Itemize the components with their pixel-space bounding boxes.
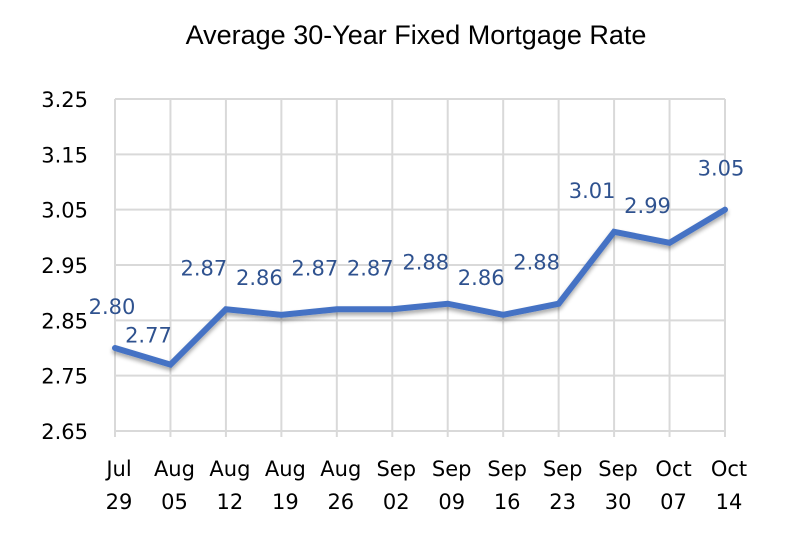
x-tick-label: 26: [327, 490, 354, 514]
data-label: 3.05: [698, 157, 745, 181]
data-label: 3.01: [569, 179, 616, 203]
data-label: 2.88: [402, 251, 449, 275]
data-label: 2.88: [513, 251, 560, 275]
data-label: 2.86: [458, 266, 505, 290]
x-tick-label: 12: [217, 490, 244, 514]
x-tick-label: 14: [716, 490, 743, 514]
data-labels: 2.80 2.77 2.87 2.86 2.87 2.87 2.88 2.86 2.88 3.01…: [89, 157, 745, 348]
x-tick-label: Sep: [376, 457, 416, 481]
x-tick-label: 05: [161, 490, 188, 514]
x-axis: Jul 29 Aug 05 Aug 12 Aug 19 Aug 26 Sep 02 Sep 09 Sep 16…: [104, 457, 747, 514]
y-tick-label: 2.65: [41, 420, 88, 444]
data-label: 2.86: [236, 266, 283, 290]
x-tick-label: Aug: [209, 457, 250, 481]
x-tick-label: 23: [549, 490, 576, 514]
x-tick-label: Oct: [655, 457, 691, 481]
data-label: 2.87: [291, 256, 338, 280]
y-tick-label: 2.95: [41, 254, 88, 278]
x-tick-label: Sep: [432, 457, 472, 481]
x-tick-label: 02: [383, 490, 410, 514]
y-tick-label: 3.15: [41, 143, 88, 167]
x-tick-label: Oct: [711, 457, 747, 481]
x-tick-label: 16: [494, 490, 521, 514]
vertical-gridlines: [114, 99, 726, 437]
data-label: 2.87: [181, 256, 228, 280]
data-label: 2.87: [347, 256, 394, 280]
y-tick-label: 3.25: [41, 88, 88, 112]
series-line: [112, 206, 728, 368]
x-tick-label: 19: [272, 490, 299, 514]
x-tick-label: 30: [605, 490, 632, 514]
y-tick-label: 2.85: [41, 309, 88, 333]
x-tick-label: 09: [438, 490, 465, 514]
rate-line: [112, 206, 728, 368]
chart-title: Average 30-Year Fixed Mortgage Rate: [185, 20, 647, 50]
x-tick-label: Aug: [265, 457, 306, 481]
data-label: 2.80: [89, 295, 136, 319]
data-label: 2.77: [125, 324, 172, 348]
x-tick-label: Aug: [154, 457, 195, 481]
x-tick-label: Sep: [598, 457, 638, 481]
x-tick-label: 07: [660, 490, 687, 514]
x-tick-label: Jul: [104, 457, 131, 481]
horizontal-gridlines: [115, 98, 725, 432]
x-tick-label: Sep: [487, 457, 527, 481]
y-tick-label: 2.75: [41, 365, 88, 389]
y-axis: 3.25 3.15 3.05 2.95 2.85 2.75 2.65: [41, 88, 88, 444]
y-tick-label: 3.05: [41, 199, 88, 223]
x-tick-label: Aug: [320, 457, 361, 481]
x-tick-label: 29: [106, 490, 133, 514]
data-label: 2.99: [624, 194, 671, 218]
x-tick-label: Sep: [543, 457, 583, 481]
